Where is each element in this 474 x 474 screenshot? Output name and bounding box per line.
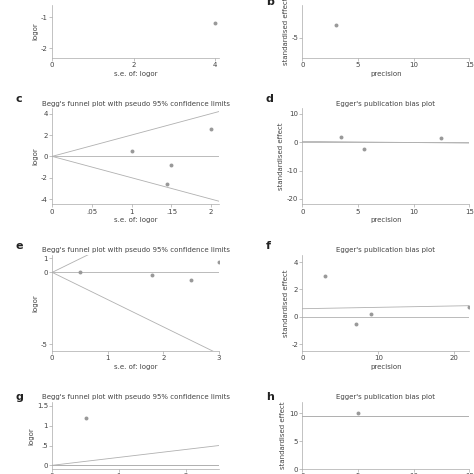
X-axis label: s.e. of: logor: s.e. of: logor <box>114 364 157 370</box>
Point <box>82 414 89 421</box>
Text: h: h <box>266 392 273 402</box>
X-axis label: precision: precision <box>370 364 401 370</box>
Point <box>211 19 219 27</box>
Text: g: g <box>16 392 23 402</box>
Y-axis label: logor: logor <box>28 427 34 445</box>
Point <box>187 276 195 283</box>
Point <box>360 146 367 153</box>
Point <box>354 410 362 417</box>
Point <box>215 258 223 265</box>
Point <box>438 134 445 142</box>
Point <box>337 133 345 140</box>
X-axis label: s.e. of: logor: s.e. of: logor <box>114 71 157 76</box>
Y-axis label: standardised effect: standardised effect <box>278 123 284 190</box>
Point <box>128 147 136 155</box>
Text: b: b <box>266 0 273 7</box>
Point <box>76 269 84 276</box>
Point <box>465 303 473 311</box>
Text: e: e <box>16 241 23 251</box>
Y-axis label: standardised effect: standardised effect <box>281 402 286 469</box>
Text: c: c <box>16 94 22 104</box>
Point <box>332 21 339 28</box>
Point <box>148 271 156 278</box>
Y-axis label: standardised effect: standardised effect <box>283 0 289 65</box>
Title: Begg's funnel plot with pseudo 95% confidence limits: Begg's funnel plot with pseudo 95% confi… <box>42 100 229 107</box>
Y-axis label: standardised effect: standardised effect <box>283 269 289 337</box>
Point <box>164 180 171 188</box>
Point <box>367 310 374 317</box>
Title: Egger's publication bias plot: Egger's publication bias plot <box>337 394 435 400</box>
Y-axis label: logor: logor <box>32 22 38 40</box>
X-axis label: precision: precision <box>370 218 401 223</box>
Title: Egger's publication bias plot: Egger's publication bias plot <box>337 247 435 254</box>
Text: f: f <box>266 241 271 251</box>
Point <box>167 161 175 169</box>
Point <box>207 125 215 132</box>
Y-axis label: logor: logor <box>32 147 38 165</box>
Title: Begg's funnel plot with pseudo 95% confidence limits: Begg's funnel plot with pseudo 95% confi… <box>42 394 229 400</box>
Title: Egger's publication bias plot: Egger's publication bias plot <box>337 100 435 107</box>
Point <box>352 320 359 328</box>
Y-axis label: logor: logor <box>32 294 38 312</box>
Text: d: d <box>266 94 273 104</box>
X-axis label: s.e. of: logor: s.e. of: logor <box>114 218 157 223</box>
Title: Begg's funnel plot with pseudo 95% confidence limits: Begg's funnel plot with pseudo 95% confi… <box>42 247 229 254</box>
X-axis label: precision: precision <box>370 71 401 76</box>
Point <box>321 272 329 280</box>
